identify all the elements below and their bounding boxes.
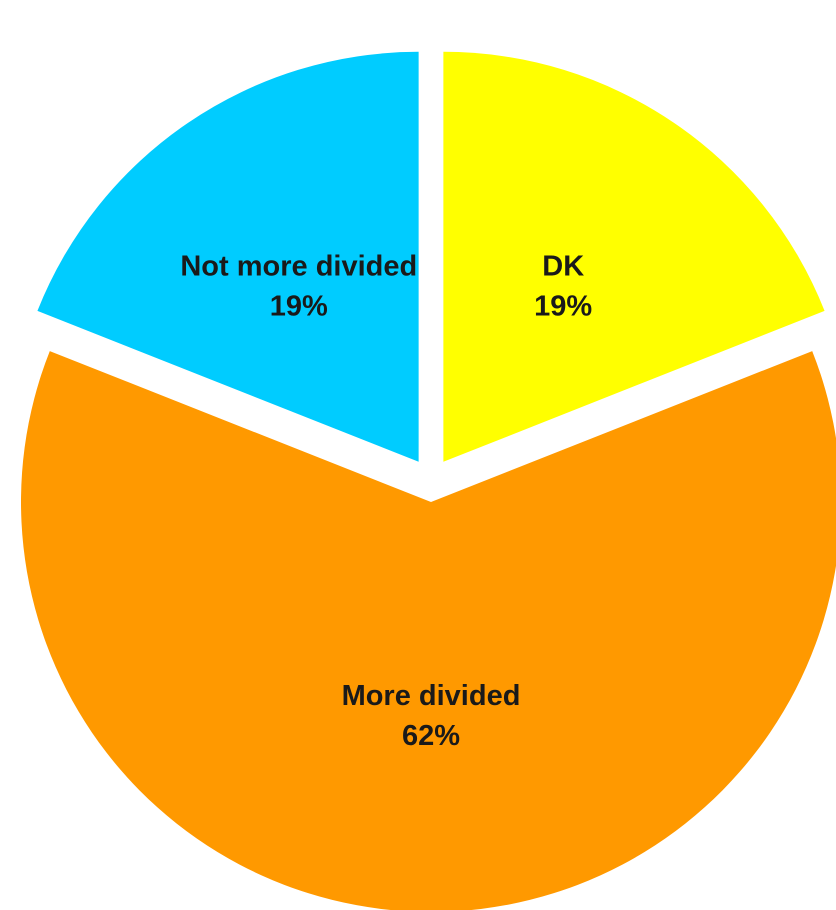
pie-slice-dk (443, 51, 825, 462)
pie-slice-not-more-divided (37, 51, 419, 462)
slice-label-dk: DK (542, 250, 584, 282)
slice-value-more-divided: 62% (402, 720, 460, 752)
slice-label-not-more-divided: Not more divided (180, 250, 417, 282)
pie-slices (21, 51, 836, 910)
pie-labels: DK 19% More divided 62% Not more divided 19% (180, 250, 592, 752)
pie-slice-more-divided (21, 351, 836, 910)
slice-label-more-divided: More divided (342, 680, 521, 712)
slice-value-dk: 19% (534, 290, 592, 322)
slice-value-not-more-divided: 19% (270, 290, 328, 322)
